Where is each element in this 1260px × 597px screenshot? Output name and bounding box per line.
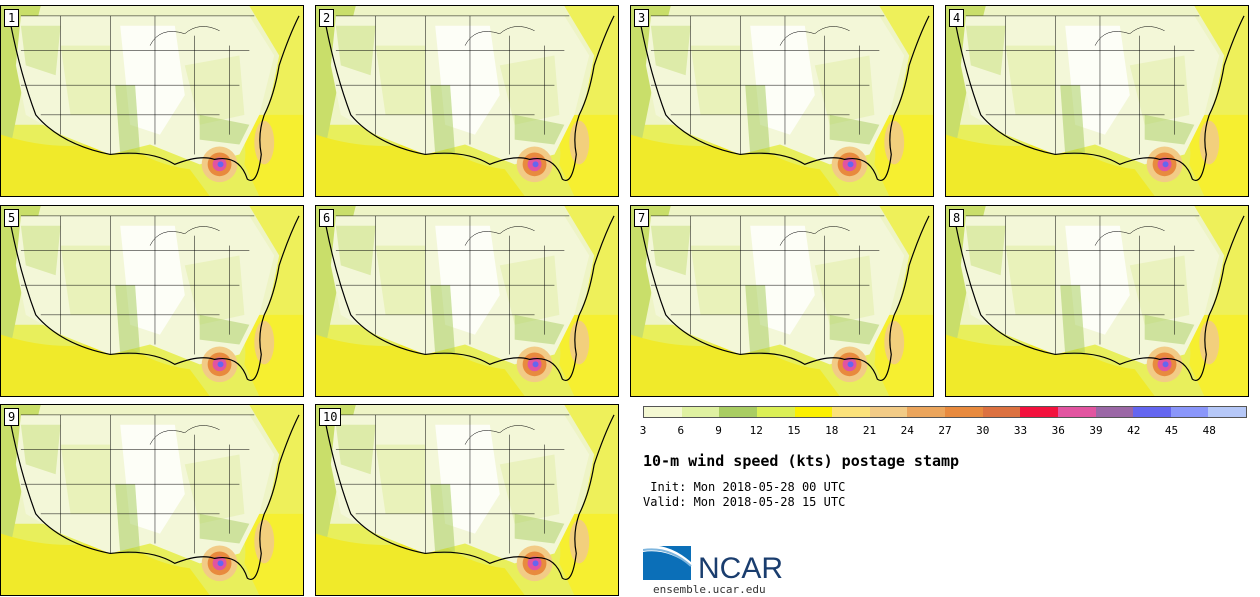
colorbar-tick-label: 24 (900, 424, 914, 437)
colorbar-tick-label: 12 (749, 424, 763, 437)
member-number-label: 2 (319, 9, 335, 27)
colorbar-tick-label: 18 (825, 424, 839, 437)
colorbar-swatch (832, 407, 870, 417)
colorbar-tick-label: 15 (787, 424, 801, 437)
colorbar-tick-label: 33 (1013, 424, 1028, 437)
colorbar-swatch (1170, 407, 1209, 417)
ensemble-member-map: 2 (315, 5, 619, 197)
colorbar-tick-label: 30 (976, 424, 990, 437)
colorbar-tick-labels: 3 6 9 12 15 18 21 24 27 30 33 36 39 42 45 48 (639, 424, 1247, 438)
ensemble-member-map: 4 (945, 5, 1249, 197)
member-number-label: 5 (4, 209, 20, 227)
colorbar-swatch (945, 407, 983, 417)
member-number-label: 8 (949, 209, 965, 227)
ensemble-member-map: 3 (630, 5, 934, 197)
ensemble-member-map: 6 (315, 205, 619, 397)
colorbar-tick-label: 39 (1089, 424, 1103, 437)
member-number-label: 4 (949, 9, 965, 27)
valid-time: Valid: Mon 2018-05-28 15 UTC (643, 495, 846, 509)
ensemble-member-map: 10 (315, 404, 619, 596)
member-number-label: 7 (634, 209, 650, 227)
ncar-logo-text: NCAR (698, 552, 784, 585)
colorbar-swatch (907, 407, 945, 417)
ensemble-member-map: 1 (0, 5, 304, 197)
colorbar-tick-label: 27 (938, 424, 952, 437)
colorbar-swatch (756, 407, 795, 417)
ensemble-member-map: 5 (0, 205, 304, 397)
colorbar-swatch (1208, 407, 1246, 417)
colorbar-swatch (719, 407, 757, 417)
ensemble-member-map: 8 (945, 205, 1249, 397)
wind-speed-colorbar (643, 406, 1247, 418)
member-number-label: 9 (4, 408, 20, 426)
ensemble-member-map: 9 (0, 404, 304, 596)
colorbar-swatch (869, 407, 908, 417)
colorbar-tick-label: 3 (639, 424, 647, 437)
colorbar-swatch (1095, 407, 1134, 417)
colorbar-tick-label: 48 (1202, 424, 1216, 437)
colorbar-tick-label: 45 (1164, 424, 1179, 437)
colorbar-swatch (1057, 407, 1096, 417)
ensemble-member-map: 7 (630, 205, 934, 397)
website-url: ensemble.ucar.edu (653, 583, 766, 596)
colorbar-swatch (681, 407, 720, 417)
colorbar-swatch (644, 407, 682, 417)
colorbar-tick-label: 9 (715, 424, 722, 437)
map-title: 10-m wind speed (kts) postage stamp (643, 452, 960, 470)
init-time: Init: Mon 2018-05-28 00 UTC (643, 480, 846, 494)
member-number-label: 6 (319, 209, 335, 227)
ncar-logo-icon (643, 545, 692, 580)
colorbar-swatch (794, 407, 833, 417)
member-number-label: 3 (634, 9, 650, 27)
colorbar-tick-label: 42 (1127, 424, 1141, 437)
colorbar-tick-label: 6 (677, 424, 685, 437)
member-number-label: 1 (4, 9, 20, 27)
colorbar-swatch (1020, 407, 1058, 417)
colorbar-swatch (1133, 407, 1171, 417)
colorbar-swatch (982, 407, 1021, 417)
member-number-label: 10 (319, 408, 342, 426)
colorbar-tick-label: 21 (862, 424, 877, 437)
colorbar-tick-label: 36 (1051, 424, 1065, 437)
